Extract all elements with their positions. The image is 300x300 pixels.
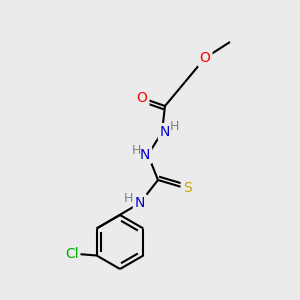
Text: N: N [135,196,145,210]
Text: N: N [140,148,150,162]
Text: H: H [123,193,133,206]
Text: H: H [169,121,179,134]
Text: O: O [136,91,147,105]
Text: S: S [183,181,191,195]
Text: N: N [160,125,170,139]
Text: H: H [131,143,141,157]
Text: O: O [200,51,210,65]
Text: Cl: Cl [65,247,78,260]
